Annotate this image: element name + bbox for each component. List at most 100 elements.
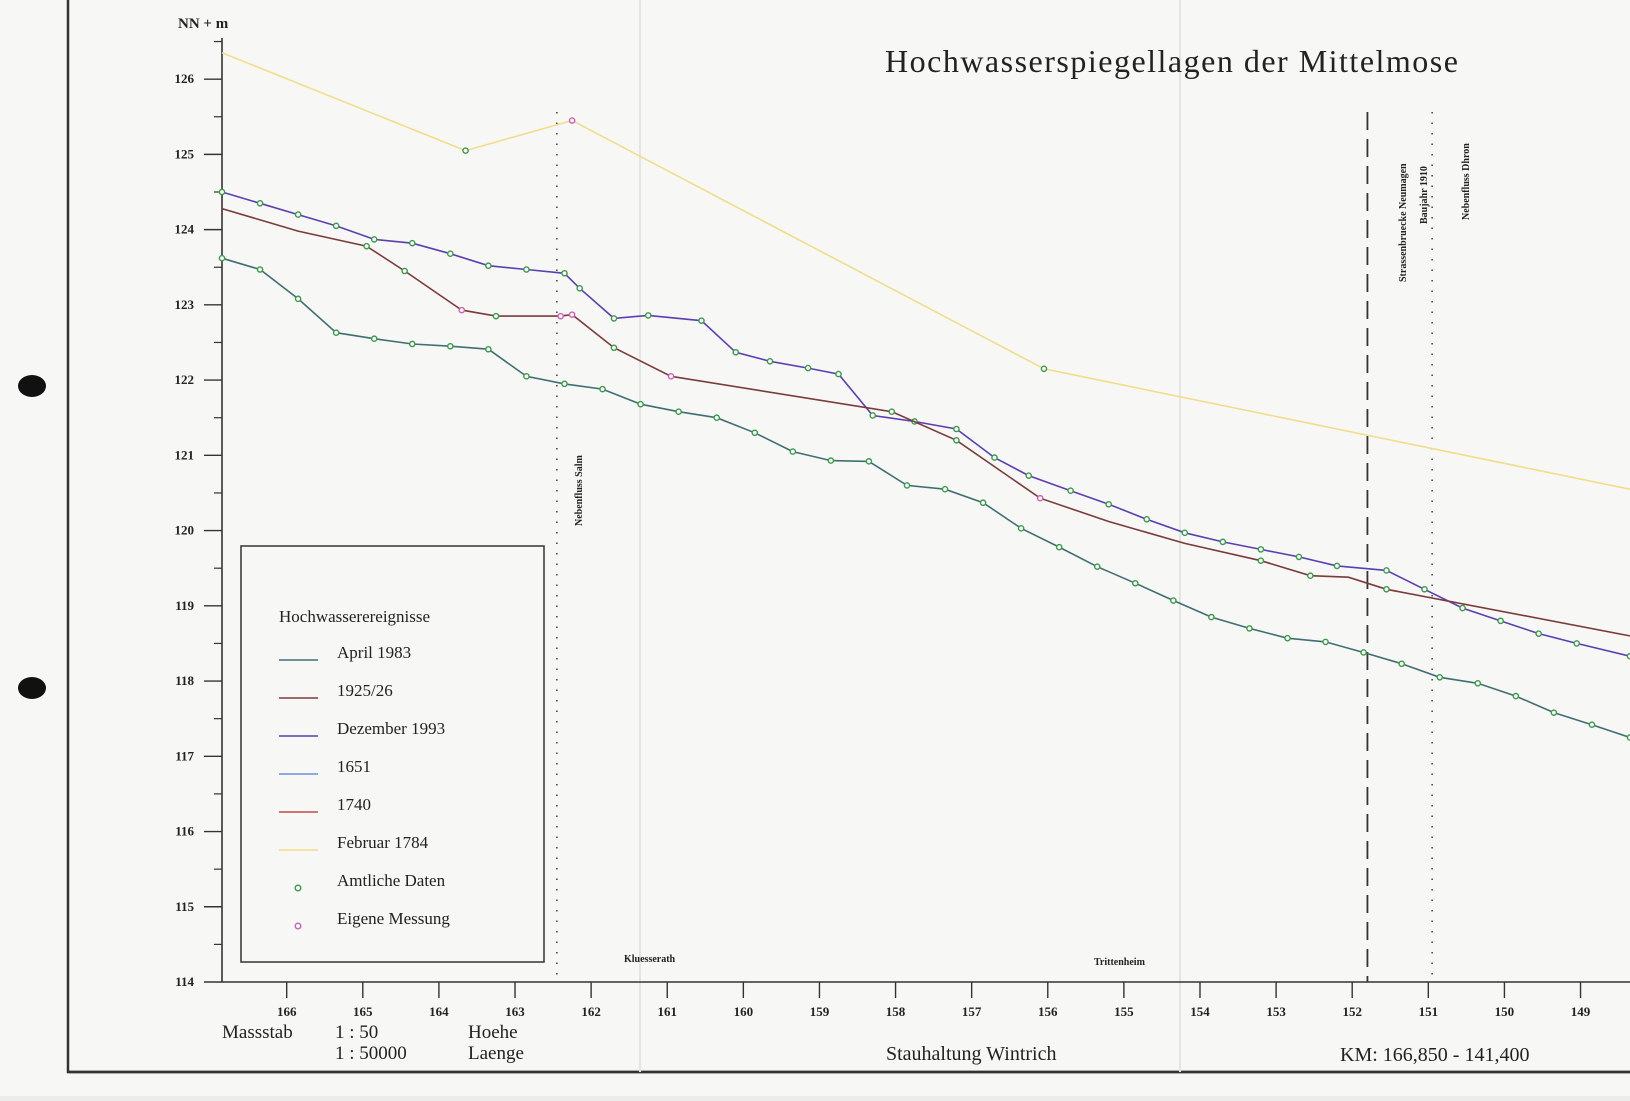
data-point	[1067, 487, 1074, 494]
data-point	[610, 344, 618, 352]
data-point	[568, 117, 576, 124]
data-point	[991, 454, 998, 461]
annotation-salm: Nebenfluss Salm	[574, 454, 585, 526]
data-point	[751, 429, 759, 437]
punch-hole	[18, 677, 46, 699]
data-point	[408, 239, 416, 247]
data-point	[1257, 546, 1265, 553]
legend: Hochwasserereignisse April 1983 1925/26 De…	[240, 545, 545, 963]
data-point	[485, 262, 492, 270]
y-tick-label: 124	[175, 222, 195, 237]
data-point	[766, 357, 774, 365]
data-point	[363, 242, 370, 250]
data-point	[1143, 515, 1151, 523]
data-point	[492, 312, 500, 320]
data-point	[869, 412, 877, 419]
data-point	[401, 267, 408, 275]
data-point	[408, 340, 416, 348]
data-point	[1246, 625, 1253, 632]
data-point	[941, 485, 949, 493]
y-tick-label: 117	[175, 748, 194, 763]
annotation-bridge: Strassenbruecke Neumagen	[1398, 163, 1409, 282]
data-point	[1550, 709, 1558, 716]
data-point	[1626, 652, 1630, 660]
data-point	[1208, 613, 1215, 621]
x-tick-label: 163	[505, 1004, 525, 1019]
data-point	[256, 266, 264, 273]
y-axis-unit: NN + m	[178, 16, 229, 32]
y-tick-label: 125	[175, 146, 195, 161]
data-point	[835, 370, 842, 378]
data-point	[1436, 673, 1444, 681]
x-tick-label: 157	[962, 1004, 982, 1019]
data-point	[1459, 604, 1466, 612]
data-point	[804, 364, 812, 372]
data-point	[979, 499, 987, 507]
data-point	[637, 400, 644, 408]
data-point	[218, 188, 226, 196]
y-tick-label: 126	[175, 71, 195, 86]
data-point	[1219, 538, 1227, 546]
data-point	[1105, 500, 1112, 508]
data-point	[1017, 525, 1025, 532]
data-point	[218, 254, 226, 262]
x-tick-label: 165	[353, 1004, 373, 1019]
data-point	[485, 345, 492, 353]
data-point	[865, 458, 873, 465]
data-point	[523, 266, 530, 273]
data-point	[1512, 692, 1520, 700]
scale-length-label: Laenge	[468, 1043, 524, 1064]
annotation-trittenheim: Trittenheim	[1094, 957, 1146, 968]
data-point	[1383, 567, 1390, 574]
data-point	[698, 317, 705, 324]
data-point	[644, 312, 652, 319]
data-point	[1398, 660, 1405, 668]
data-point	[1131, 579, 1139, 587]
data-point	[1474, 680, 1482, 687]
scale-height-label: Hoehe	[468, 1022, 518, 1043]
data-point	[953, 425, 960, 433]
data-point	[568, 311, 576, 318]
data-point	[1295, 553, 1303, 561]
scale-label: Massstab	[222, 1022, 293, 1043]
km-range: KM: 166,850 - 141,400	[1340, 1044, 1529, 1066]
data-point	[789, 448, 797, 455]
data-point	[447, 250, 454, 257]
x-tick-label: 166	[277, 1004, 297, 1019]
annotation-klusserath: Kluesserath	[624, 954, 676, 965]
y-tick-label: 122	[175, 372, 195, 387]
data-point	[1322, 638, 1329, 646]
stauhaltung-label: Stauhaltung Wintrich	[886, 1043, 1056, 1065]
x-tick-label: 162	[581, 1004, 601, 1019]
data-point	[1181, 529, 1189, 537]
data-point	[370, 335, 378, 343]
data-point	[1257, 557, 1265, 564]
data-point	[370, 236, 378, 243]
y-tick-label: 119	[175, 598, 194, 613]
legend-box	[240, 545, 545, 963]
legend-label: 1925/26	[337, 681, 393, 700]
punch-hole	[18, 375, 46, 397]
data-point	[1093, 563, 1101, 570]
x-tick-label: 164	[429, 1004, 449, 1019]
legend-label: April 1983	[337, 643, 411, 662]
data-point	[1036, 494, 1044, 502]
x-tick-label: 161	[657, 1004, 677, 1019]
data-point	[1626, 734, 1630, 741]
legend-label: Februar 1784	[337, 833, 429, 852]
legend-label: Eigene Messung	[337, 909, 450, 928]
data-point	[1025, 472, 1033, 479]
data-point	[557, 312, 564, 320]
data-point	[732, 348, 740, 356]
data-point	[1588, 721, 1596, 728]
x-tick-label: 159	[810, 1004, 830, 1019]
data-point	[713, 414, 721, 422]
series-line	[221, 191, 1630, 657]
y-tick-label: 116	[175, 824, 194, 839]
legend-label: 1740	[337, 795, 371, 814]
data-point	[610, 315, 618, 322]
y-tick-label: 120	[175, 523, 195, 538]
data-point	[1284, 634, 1291, 642]
data-point	[523, 373, 530, 380]
